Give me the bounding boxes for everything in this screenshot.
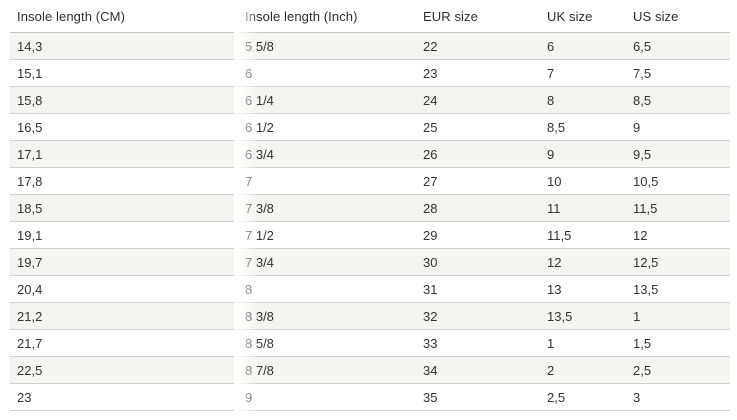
table-cell: 2,5 — [626, 356, 730, 384]
size-conversion-table: Insole length (CM) Insole length (Inch) … — [10, 0, 730, 411]
size-conversion-table-area[interactable]: Insole length (CM) Insole length (Inch) … — [10, 0, 730, 411]
table-cell: 10 — [540, 167, 626, 195]
table-cell: 9 — [540, 140, 626, 168]
table-cell: 22,5 — [10, 356, 238, 384]
table-cell: 5 5/8 — [238, 32, 416, 60]
table-cell: 21,2 — [10, 302, 238, 330]
table-cell: 6 — [238, 59, 416, 87]
table-cell: 12 — [540, 248, 626, 276]
table-row: 22,5 8 7/8 34 2 2,5 — [10, 356, 730, 384]
table-cell: 11,5 — [540, 221, 626, 249]
table-cell: 9 — [238, 383, 416, 411]
table-cell: 8 5/8 — [238, 329, 416, 357]
table-cell: 7 1/2 — [238, 221, 416, 249]
table-cell: 6 — [540, 32, 626, 60]
table-row: 19,7 7 3/4 30 12 12,5 — [10, 248, 730, 276]
table-cell: 11,5 — [626, 194, 730, 222]
column-header-us-size: US size — [626, 0, 730, 33]
table-cell: 12,5 — [626, 248, 730, 276]
table-cell: 25 — [416, 113, 540, 141]
table-cell: 23 — [10, 383, 238, 411]
table-cell: 13 — [540, 275, 626, 303]
table-cell: 22 — [416, 32, 540, 60]
table-cell: 26 — [416, 140, 540, 168]
table-cell: 10,5 — [626, 167, 730, 195]
table-cell: 27 — [416, 167, 540, 195]
table-cell: 7 — [540, 59, 626, 87]
table-cell: 12 — [626, 221, 730, 249]
table-cell: 7 — [238, 167, 416, 195]
table-cell: 24 — [416, 86, 540, 114]
table-cell: 21,7 — [10, 329, 238, 357]
table-cell: 17,1 — [10, 140, 238, 168]
table-cell: 9,5 — [626, 140, 730, 168]
table-cell: 2,5 — [540, 383, 626, 411]
table-cell: 1 — [626, 302, 730, 330]
table-cell: 2 — [540, 356, 626, 384]
table-cell: 1 — [540, 329, 626, 357]
table-cell: 13,5 — [540, 302, 626, 330]
table-row: 17,1 6 3/4 26 9 9,5 — [10, 140, 730, 168]
table-row: 17,8 7 27 10 10,5 — [10, 167, 730, 195]
table-header-row: Insole length (CM) Insole length (Inch) … — [10, 0, 730, 33]
table-row: 21,2 8 3/8 32 13,5 1 — [10, 302, 730, 330]
table-cell: 6 3/4 — [238, 140, 416, 168]
column-header-insole-cm: Insole length (CM) — [10, 0, 238, 33]
table-cell: 8,5 — [626, 86, 730, 114]
table-cell: 15,8 — [10, 86, 238, 114]
table-cell: 7 3/4 — [238, 248, 416, 276]
table-row: 14,3 5 5/8 22 6 6,5 — [10, 32, 730, 60]
table-cell: 14,3 — [10, 32, 238, 60]
table-cell: 6,5 — [626, 32, 730, 60]
table-cell: 34 — [416, 356, 540, 384]
column-header-insole-inch: Insole length (Inch) — [238, 0, 416, 33]
table-cell: 15,1 — [10, 59, 238, 87]
table-cell: 1,5 — [626, 329, 730, 357]
table-header: Insole length (CM) Insole length (Inch) … — [10, 0, 730, 33]
table-cell: 28 — [416, 194, 540, 222]
table-cell: 20,4 — [10, 275, 238, 303]
table-cell: 33 — [416, 329, 540, 357]
table-cell: 18,5 — [10, 194, 238, 222]
table-cell: 35 — [416, 383, 540, 411]
table-cell: 30 — [416, 248, 540, 276]
table-body: 14,3 5 5/8 22 6 6,5 15,1 6 23 7 7,5 15,8 6 1/4 24 8 8,… — [10, 32, 730, 411]
table-cell: 9 — [626, 113, 730, 141]
table-cell: 17,8 — [10, 167, 238, 195]
table-row: 18,5 7 3/8 28 11 11,5 — [10, 194, 730, 222]
table-cell: 31 — [416, 275, 540, 303]
table-cell: 23 — [416, 59, 540, 87]
table-cell: 8 7/8 — [238, 356, 416, 384]
table-cell: 29 — [416, 221, 540, 249]
table-cell: 7,5 — [626, 59, 730, 87]
table-cell: 16,5 — [10, 113, 238, 141]
column-header-uk-size: UK size — [540, 0, 626, 33]
table-row: 16,5 6 1/2 25 8,5 9 — [10, 113, 730, 141]
table-cell: 8 — [238, 275, 416, 303]
table-cell: 19,1 — [10, 221, 238, 249]
table-row: 15,1 6 23 7 7,5 — [10, 59, 730, 87]
table-cell: 6 1/2 — [238, 113, 416, 141]
table-cell: 3 — [626, 383, 730, 411]
table-cell: 7 3/8 — [238, 194, 416, 222]
table-cell: 8,5 — [540, 113, 626, 141]
table-cell: 8 — [540, 86, 626, 114]
table-row: 21,7 8 5/8 33 1 1,5 — [10, 329, 730, 357]
table-cell: 19,7 — [10, 248, 238, 276]
table-cell: 32 — [416, 302, 540, 330]
table-cell: 8 3/8 — [238, 302, 416, 330]
table-row: 19,1 7 1/2 29 11,5 12 — [10, 221, 730, 249]
table-cell: 13,5 — [626, 275, 730, 303]
table-cell: 11 — [540, 194, 626, 222]
table-cell: 6 1/4 — [238, 86, 416, 114]
table-row: 20,4 8 31 13 13,5 — [10, 275, 730, 303]
column-header-eur-size: EUR size — [416, 0, 540, 33]
table-row: 15,8 6 1/4 24 8 8,5 — [10, 86, 730, 114]
table-row: 23 9 35 2,5 3 — [10, 383, 730, 411]
